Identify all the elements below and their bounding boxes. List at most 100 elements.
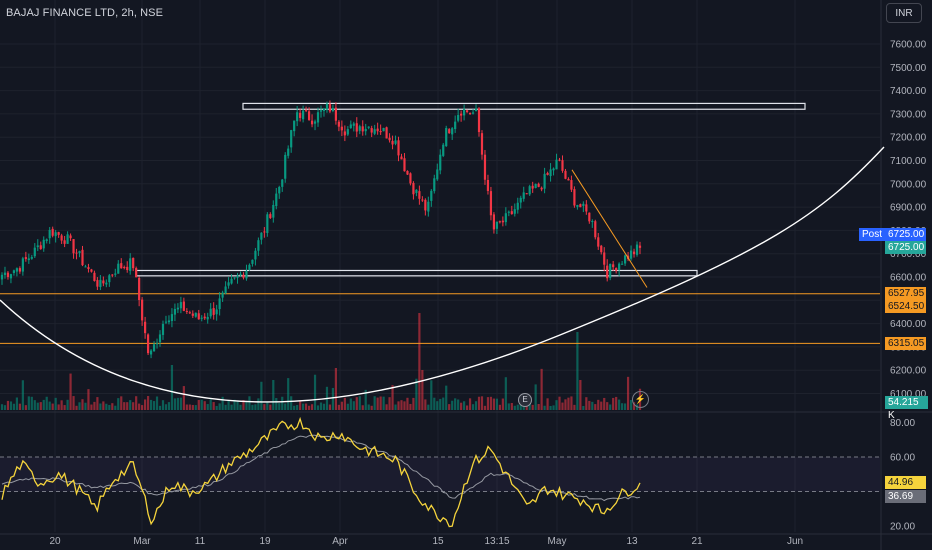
- volume-bar-155: [463, 401, 466, 410]
- volume-bar-186: [555, 400, 558, 410]
- volume-bar-156: [465, 405, 469, 410]
- earnings-badge[interactable]: E: [518, 393, 532, 407]
- candle-body-86: [257, 240, 260, 251]
- volume-bar-47: [141, 405, 144, 410]
- candle-body-23: [69, 235, 72, 239]
- volume-bar-51: [152, 401, 156, 410]
- volume-bar-197: [588, 400, 591, 410]
- volume-bar-125: [373, 396, 376, 410]
- volume-bar-167: [498, 404, 501, 410]
- candle-body-197: [588, 212, 591, 222]
- time-tick-5: 15: [432, 536, 444, 547]
- candle-body-103: [307, 111, 311, 120]
- candle-body-160: [477, 108, 481, 133]
- volume-bar-83: [248, 396, 251, 410]
- candle-body-96: [287, 148, 290, 156]
- candle-body-169: [504, 213, 507, 223]
- candle-body-13: [39, 245, 42, 250]
- volume-bar-171: [510, 402, 513, 410]
- candle-body-133: [397, 140, 400, 156]
- candle-body-184: [549, 169, 552, 177]
- volume-bar-126: [376, 397, 379, 410]
- currency-button[interactable]: INR: [886, 3, 922, 23]
- candle-body-94: [281, 179, 284, 187]
- time-axis[interactable]: 20 Mar 11 19 Apr 15 13:15 May 13 21 Jun: [49, 536, 803, 547]
- candle-body-4: [12, 270, 16, 274]
- candle-body-27: [81, 249, 84, 266]
- candle-body-60: [179, 302, 182, 309]
- volume-bar-34: [102, 401, 105, 410]
- volume-bar-198: [591, 401, 594, 410]
- rsi-pane[interactable]: [0, 416, 880, 528]
- volume-bar-42: [126, 402, 129, 410]
- volume-bar-55: [164, 404, 168, 410]
- volume-bar-146: [436, 401, 439, 410]
- candle-body-85: [254, 250, 257, 260]
- volume-bar-14: [42, 399, 45, 410]
- volume-bar-61: [182, 386, 185, 410]
- volume-bar-120: [358, 396, 361, 410]
- candle-body-186: [555, 159, 558, 170]
- volume-bar-111: [331, 387, 335, 410]
- candle-body-67: [200, 317, 203, 319]
- volume-bar-113: [337, 404, 340, 410]
- volume-bar-6: [18, 403, 21, 410]
- candle-body-206: [615, 268, 618, 271]
- candle-body-201: [600, 245, 603, 253]
- volume-bar-138: [412, 397, 415, 410]
- candle-body-176: [525, 193, 528, 195]
- volume-bar-92: [275, 398, 278, 410]
- volume-bar-7: [21, 380, 24, 410]
- volume-bar-5: [15, 397, 19, 410]
- candle-body-171: [510, 211, 513, 215]
- candle-body-3: [9, 274, 13, 279]
- candle-body-167: [498, 221, 501, 223]
- time-tick-10: Jun: [787, 536, 803, 547]
- time-tick-2: 11: [195, 536, 206, 547]
- volume-bar-98: [293, 405, 296, 410]
- candle-body-151: [451, 128, 454, 135]
- volume-bar-17: [51, 403, 54, 410]
- candle-body-71: [212, 308, 215, 315]
- volume-bar-203: [606, 402, 609, 410]
- volume-bar-89: [266, 402, 269, 410]
- volume-bar-23: [69, 373, 72, 410]
- candle-body-154: [460, 113, 463, 116]
- candle-body-46: [138, 277, 141, 301]
- candle-body-64: [191, 313, 194, 316]
- volume-bar-141: [421, 370, 424, 410]
- volume-bar-103: [307, 405, 311, 410]
- volume-bar-136: [406, 397, 409, 410]
- candle-body-24: [72, 239, 75, 254]
- candle-body-193: [576, 205, 579, 207]
- candle-body-209: [623, 255, 627, 264]
- candle-body-87: [260, 232, 263, 240]
- trend-drawings: [0, 146, 885, 403]
- rsi-axis[interactable]: 80.00 60.00 20.00: [890, 418, 915, 533]
- candle-body-9: [27, 258, 30, 261]
- volume-bar-169: [504, 377, 507, 410]
- candle-body-194: [579, 204, 582, 208]
- time-tick-0: 20: [49, 536, 61, 547]
- candle-body-31: [93, 272, 96, 281]
- flash-icon[interactable]: ⚡: [632, 391, 649, 408]
- candle-body-35: [105, 282, 108, 285]
- volume-bar-37: [111, 403, 114, 410]
- volume-bar-21: [63, 405, 66, 410]
- candle-body-170: [507, 211, 510, 213]
- candle-body-63: [188, 312, 191, 314]
- candle-body-181: [540, 187, 543, 190]
- volume-bar-174: [519, 404, 522, 410]
- price-tick-6: 7000.00: [890, 179, 927, 190]
- volume-bar-205: [612, 397, 615, 410]
- volume-bar-210: [626, 376, 630, 410]
- candle-body-14: [42, 239, 45, 249]
- rsi-band: [0, 457, 880, 492]
- candle-body-204: [609, 263, 612, 278]
- candle-body-164: [489, 191, 493, 216]
- candle-body-187: [558, 159, 561, 161]
- candlesticks[interactable]: [0, 100, 642, 359]
- candle-body-104: [310, 120, 314, 125]
- volume-bar-185: [552, 405, 555, 410]
